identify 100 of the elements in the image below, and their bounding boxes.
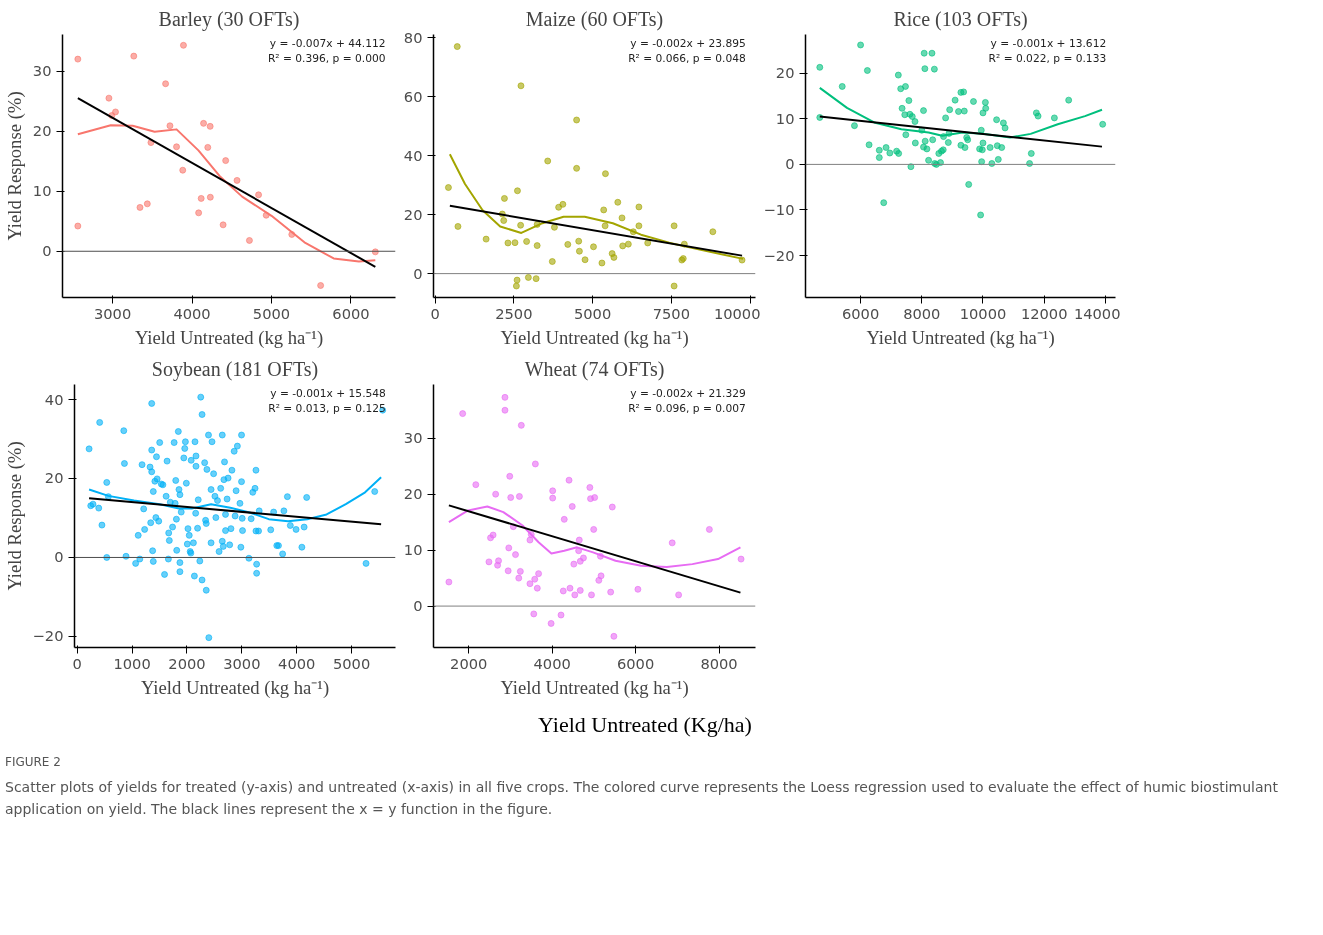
point [575,247,583,255]
y-tick-label: 30 [403,429,423,447]
text: Scatter plots of yields for treated (y-axis) and untreated (x-axis) in all five crops. The colored curve represents the Loess regression used to evaluate the effect of humic biostimulant application on yield. The black lines represent the x = y function in the figure. [5,777,1279,819]
point [559,200,567,208]
point [511,239,519,247]
point [548,258,556,266]
chart-title: Rice (103 OFTs) [893,7,1028,31]
x-tick-label: 2500 [495,304,533,322]
x-tick-label: 10000 [959,304,1007,322]
point [200,119,208,127]
point [600,206,608,214]
x-tick-label: 5000 [573,304,612,322]
x-tick-label: 2000 [450,654,488,672]
x-tick-label: 8000 [903,304,941,322]
point [635,203,643,211]
point [513,187,521,195]
point [500,194,508,202]
y-tick-label: 60 [403,87,423,105]
point [573,164,581,172]
point [619,242,627,250]
x-tick-label: 1000 [113,654,151,672]
point [513,276,521,284]
annotation: y = -0.001x + 13.612 [990,37,1107,51]
x-axis-title: Yield Untreated (kg ha⁻¹) [500,676,689,699]
point [635,222,643,230]
point [589,243,597,251]
annotation: y = -0.007x + 44.112 [269,37,386,51]
annotation: R² = 0.096, p = 0.007 [628,401,746,415]
x-tick-label: 3000 [93,304,132,322]
y-tick-label: 20 [775,64,795,82]
point [581,256,589,264]
line-series [447,505,742,568]
y-tick-label: 30 [32,62,52,80]
x-tick-label: 4000 [173,304,211,322]
x-tick-label: 10000 [713,304,761,322]
annotation: R² = 0.066, p = 0.048 [628,51,747,65]
y-tick-label: 10 [32,182,52,200]
point [245,236,253,244]
caption: FIGURE 2 [5,754,62,772]
point [454,222,462,230]
annotation: R² = 0.013, p = 0.125 [268,401,386,415]
y-tick-label: 20 [403,485,423,503]
chart-title: Soybean (181 OFTs) [151,357,319,381]
point [206,122,214,130]
annotation: y = -0.001x + 15.548 [270,387,387,401]
point [555,203,563,211]
point [644,239,652,247]
y-tick-label: −20 [32,627,64,645]
y-tick-label: 0 [413,264,423,282]
point [222,157,230,165]
point [166,122,174,130]
x-tick-label: 14000 [1073,304,1121,322]
y-tick-label: 80 [403,28,423,46]
y-tick-label: 10 [403,541,423,559]
point [143,200,151,208]
point [517,82,525,90]
annotation: R² = 0.022, p = 0.133 [988,51,1107,65]
point [618,214,626,222]
y-axis-title: Yield Response (%) [3,441,26,591]
point [517,221,525,229]
point [173,143,181,151]
point [614,198,622,206]
x-axis-title: Yield Untreated (kg ha⁻¹) [140,676,330,699]
y-tick-label: 40 [44,390,64,408]
x-tick-label: 0 [430,304,440,322]
x-tick-label: 12000 [1020,304,1068,322]
annotation: R² = 0.396, p = 0.000 [267,51,386,65]
x-tick-label: 6000 [332,304,370,322]
point [136,203,144,211]
text: Yield Untreated (Kg/ha) [537,711,753,739]
point [504,239,512,247]
x-tick-label: 4000 [278,654,316,672]
y-tick-label: 20 [44,469,64,487]
point [544,157,552,165]
x-tick-label: 6000 [616,654,655,672]
point [601,170,609,178]
point [179,166,187,174]
point [512,282,520,290]
y-tick-label: 20 [32,122,52,140]
point [524,273,532,281]
point [179,41,187,49]
point [624,240,632,248]
point [575,237,583,245]
point [453,43,461,51]
point [550,223,558,231]
point [500,217,508,225]
y-tick-label: 20 [403,205,423,223]
point [317,282,325,289]
x-tick-label: 4000 [533,654,571,672]
point [204,143,212,151]
point [206,193,214,201]
y-tick-label: 10 [775,109,795,127]
point [670,222,678,230]
point [74,55,82,63]
x-tick-label: 5000 [252,304,291,322]
point [601,222,609,230]
point [219,221,227,229]
x-tick-label: 8000 [700,654,738,672]
chart-title: Wheat (74 OFTs) [524,357,665,381]
y-tick-label: 40 [403,146,423,164]
